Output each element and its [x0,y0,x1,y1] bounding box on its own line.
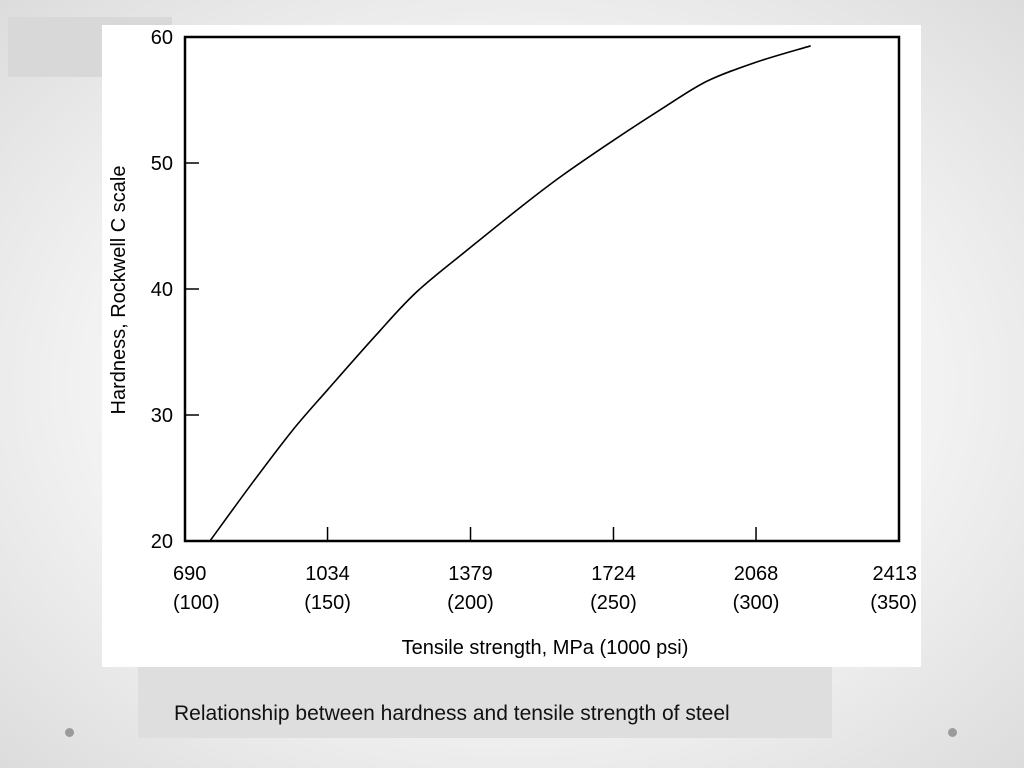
x-axis-title: Tensile strength, MPa (1000 psi) [402,637,689,659]
x-tick-sublabel: (150) [304,592,351,614]
caption-text: Relationship between hardness and tensil… [174,702,730,725]
caption-box: Relationship between hardness and tensil… [138,667,832,738]
y-tick-label: 50 [151,153,173,175]
y-tick-label: 20 [151,531,173,553]
x-tick-sublabel: (300) [733,592,780,614]
x-tick-sublabel: (250) [590,592,637,614]
x-tick-label: 1034 [305,563,350,585]
plot-frame [183,35,901,543]
x-tick-label: 1724 [591,563,636,585]
chart-panel: 20 30 40 50 60 690 (100) 1034 (150) 1379 (200) 1724… [102,25,921,667]
x-tick-label: 690 [173,563,206,585]
x-tick-sublabel: (350) [870,592,917,614]
x-tick-label: 2068 [734,563,779,585]
x-tick-label: 1379 [448,563,493,585]
y-tick-label: 40 [151,279,173,301]
left-nav-dot [65,728,74,737]
x-tick-sublabel: (200) [447,592,494,614]
y-axis-title: Hardness, Rockwell C scale [108,166,130,415]
right-nav-dot [948,728,957,737]
x-tick-label: 2413 [873,563,918,585]
y-tick-label: 30 [151,405,173,427]
x-tick-sublabel: (100) [173,592,220,614]
hardness-tensile-chart: 20 30 40 50 60 690 (100) 1034 (150) 1379 (200) 1724… [108,27,918,659]
y-tick-label: 60 [151,27,173,49]
series-line [209,45,811,542]
